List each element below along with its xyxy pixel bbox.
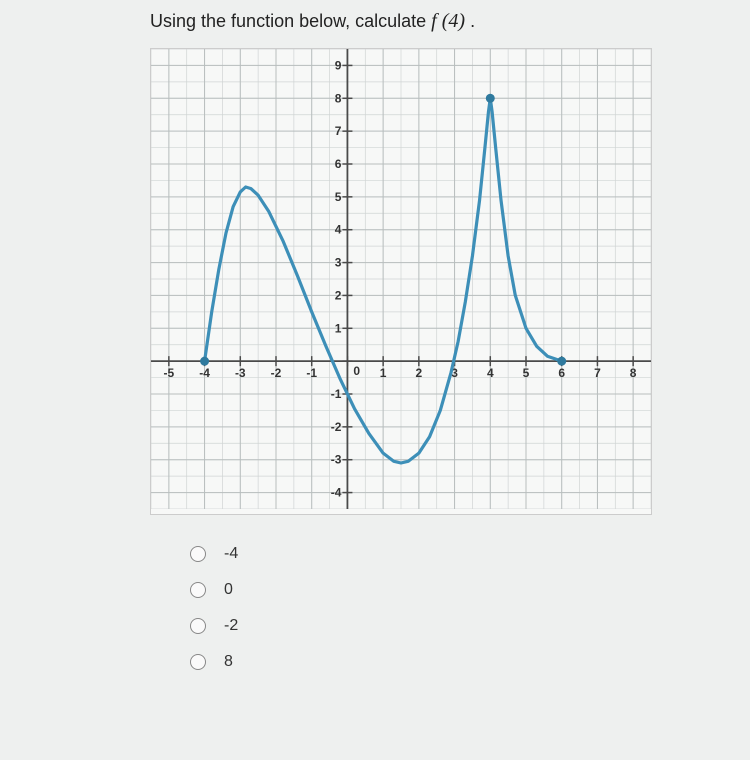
option-3[interactable]: 8 — [190, 653, 730, 671]
answer-options: -4 0 -2 8 — [190, 545, 730, 671]
option-label: -2 — [224, 617, 238, 635]
svg-text:8: 8 — [335, 91, 342, 105]
option-0[interactable]: -4 — [190, 545, 730, 563]
svg-text:4: 4 — [487, 366, 494, 380]
svg-text:-1: -1 — [331, 387, 342, 401]
svg-text:4: 4 — [335, 223, 342, 237]
question-text: Using the function below, calculate f (4… — [150, 10, 730, 33]
radio-icon — [190, 546, 206, 562]
svg-text:-3: -3 — [331, 453, 342, 467]
svg-text:3: 3 — [335, 256, 342, 270]
svg-text:5: 5 — [523, 366, 530, 380]
svg-text:-3: -3 — [235, 366, 246, 380]
svg-text:1: 1 — [380, 366, 387, 380]
svg-text:-1: -1 — [306, 366, 317, 380]
svg-text:-4: -4 — [199, 366, 210, 380]
svg-text:-4: -4 — [331, 486, 342, 500]
svg-text:5: 5 — [335, 190, 342, 204]
question-fx: f (4) — [431, 10, 465, 32]
svg-text:7: 7 — [594, 366, 601, 380]
radio-icon — [190, 618, 206, 634]
question-suffix: . — [465, 11, 475, 31]
option-2[interactable]: -2 — [190, 617, 730, 635]
radio-icon — [190, 654, 206, 670]
option-1[interactable]: 0 — [190, 581, 730, 599]
graph-container: -5-4-3-2-1012345678-4-3-2-1123456789 — [150, 48, 652, 515]
option-label: 8 — [224, 653, 233, 671]
svg-text:6: 6 — [335, 157, 342, 171]
svg-text:6: 6 — [558, 366, 565, 380]
radio-icon — [190, 582, 206, 598]
svg-text:-2: -2 — [331, 420, 342, 434]
page-container: Using the function below, calculate f (4… — [0, 0, 750, 760]
svg-text:9: 9 — [335, 58, 342, 72]
function-graph: -5-4-3-2-1012345678-4-3-2-1123456789 — [151, 49, 651, 509]
svg-text:2: 2 — [335, 288, 342, 302]
svg-text:7: 7 — [335, 124, 342, 138]
svg-text:-2: -2 — [271, 366, 282, 380]
option-label: 0 — [224, 581, 233, 599]
svg-text:-5: -5 — [164, 366, 175, 380]
option-label: -4 — [224, 545, 238, 563]
svg-text:0: 0 — [353, 364, 360, 378]
svg-text:8: 8 — [630, 366, 637, 380]
question-prefix: Using the function below, calculate — [150, 11, 431, 31]
svg-text:2: 2 — [416, 366, 423, 380]
svg-text:1: 1 — [335, 321, 342, 335]
